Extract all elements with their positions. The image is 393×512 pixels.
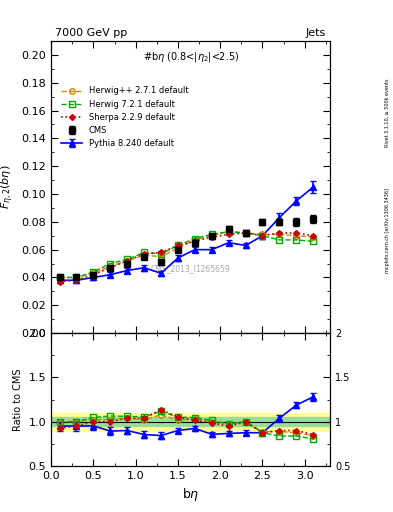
Y-axis label: $F_{\eta,2}(b\eta)$: $F_{\eta,2}(b\eta)$ [0, 165, 16, 209]
Herwig++ 2.7.1 default [57, 274, 62, 281]
Herwig 7.2.1 default [176, 242, 180, 248]
Legend: Herwig++ 2.7.1 default, Herwig 7.2.1 default, Sherpa 2.2.9 default, CMS, Pythia : Herwig++ 2.7.1 default, Herwig 7.2.1 def… [58, 83, 192, 152]
Text: CMS_2013_I1265659: CMS_2013_I1265659 [151, 264, 230, 273]
Herwig 7.2.1 default [125, 257, 130, 263]
Sherpa 2.2.9 default [311, 232, 316, 239]
Herwig 7.2.1 default [108, 261, 113, 267]
Herwig++ 2.7.1 default [260, 231, 265, 238]
Herwig 7.2.1 default [260, 232, 265, 239]
Sherpa 2.2.9 default [226, 231, 231, 238]
Sherpa 2.2.9 default [142, 251, 147, 257]
Sherpa 2.2.9 default [294, 230, 299, 236]
Sherpa 2.2.9 default [209, 234, 214, 240]
Herwig++ 2.7.1 default [108, 263, 113, 269]
Herwig++ 2.7.1 default [311, 234, 316, 240]
Sherpa 2.2.9 default [243, 230, 248, 236]
Herwig++ 2.7.1 default [294, 232, 299, 239]
Line: Sherpa 2.2.9 default: Sherpa 2.2.9 default [57, 231, 315, 284]
Herwig 7.2.1 default [226, 228, 231, 234]
Herwig 7.2.1 default [193, 236, 197, 242]
Sherpa 2.2.9 default [260, 232, 265, 239]
Sherpa 2.2.9 default [193, 238, 197, 244]
Sherpa 2.2.9 default [57, 279, 62, 285]
Sherpa 2.2.9 default [125, 258, 130, 264]
Text: Rivet 3.1.10, ≥ 500k events: Rivet 3.1.10, ≥ 500k events [385, 78, 389, 147]
Herwig++ 2.7.1 default [74, 274, 79, 281]
X-axis label: b$\eta$: b$\eta$ [182, 486, 199, 503]
Text: 7000 GeV pp: 7000 GeV pp [55, 28, 127, 38]
Herwig 7.2.1 default [74, 274, 79, 281]
Sherpa 2.2.9 default [74, 277, 79, 283]
Herwig++ 2.7.1 default [159, 253, 163, 260]
Herwig++ 2.7.1 default [142, 252, 147, 258]
Herwig++ 2.7.1 default [125, 258, 130, 264]
Herwig 7.2.1 default [159, 251, 163, 257]
Sherpa 2.2.9 default [277, 230, 282, 236]
Sherpa 2.2.9 default [91, 271, 96, 278]
Herwig 7.2.1 default [243, 230, 248, 236]
Sherpa 2.2.9 default [108, 265, 113, 271]
Bar [51, 413, 330, 431]
Herwig++ 2.7.1 default [277, 231, 282, 238]
Herwig 7.2.1 default [91, 269, 96, 275]
Sherpa 2.2.9 default [159, 249, 163, 255]
Herwig 7.2.1 default [277, 237, 282, 243]
Text: Jets: Jets [306, 28, 326, 38]
Text: mcplots.cern.ch [arXiv:1306.3436]: mcplots.cern.ch [arXiv:1306.3436] [385, 188, 389, 273]
Herwig++ 2.7.1 default [209, 232, 214, 239]
Herwig++ 2.7.1 default [91, 270, 96, 276]
Sherpa 2.2.9 default [176, 242, 180, 248]
Line: Herwig++ 2.7.1 default: Herwig++ 2.7.1 default [57, 229, 316, 280]
Herwig++ 2.7.1 default [226, 228, 231, 234]
Herwig++ 2.7.1 default [176, 245, 180, 251]
Y-axis label: Ratio to CMS: Ratio to CMS [13, 368, 23, 431]
Herwig 7.2.1 default [57, 274, 62, 281]
Line: Herwig 7.2.1 default: Herwig 7.2.1 default [57, 229, 316, 280]
Text: #b$\eta$ (0.8<|$\eta_2$|<2.5): #b$\eta$ (0.8<|$\eta_2$|<2.5) [143, 50, 239, 63]
Bar [51, 417, 330, 426]
Herwig 7.2.1 default [209, 231, 214, 238]
Herwig 7.2.1 default [294, 237, 299, 243]
Herwig 7.2.1 default [311, 238, 316, 244]
Herwig++ 2.7.1 default [243, 230, 248, 236]
Herwig 7.2.1 default [142, 249, 147, 255]
Herwig++ 2.7.1 default [193, 237, 197, 243]
